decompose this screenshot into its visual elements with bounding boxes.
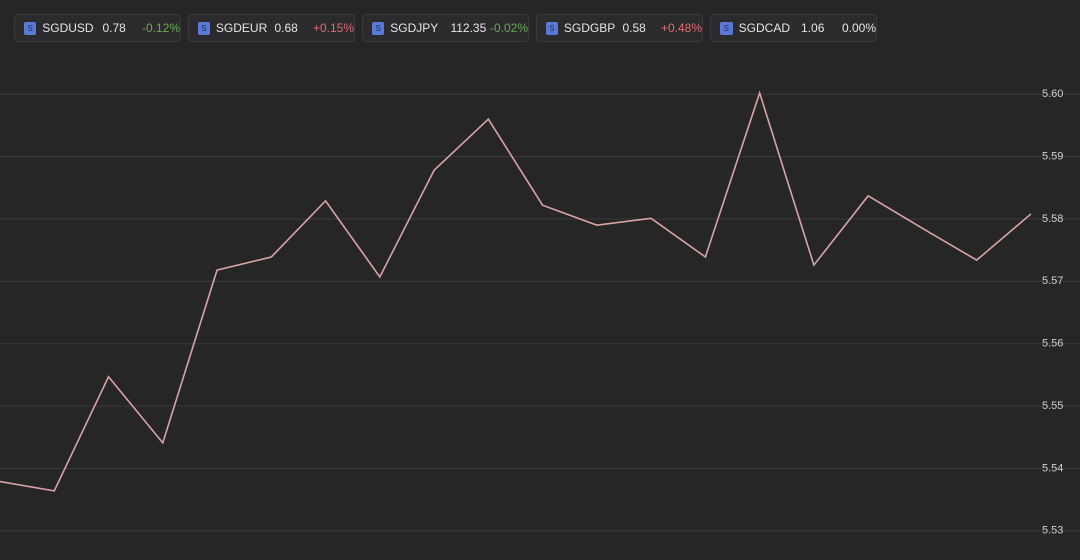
ticker-change: 0.00% [841, 21, 877, 35]
ticker-price: 112.35 [450, 21, 487, 35]
ticker-symbol: SGDJPY [390, 21, 439, 35]
ticker-bar: S SGDUSD 0.78 -0.12% S SGDEUR 0.68 +0.15% S SGDJP… [14, 14, 877, 42]
ticker-icon: S [546, 21, 558, 35]
y-tick-label: 5.58 [1042, 213, 1063, 225]
ticker-price: 0.78 [102, 21, 126, 35]
ticker-symbol: SGDEUR [215, 21, 268, 35]
y-tick-label: 5.56 [1042, 338, 1063, 350]
y-tick-label: 5.54 [1042, 462, 1063, 474]
ticker-icon: S [24, 21, 37, 35]
ticker[interactable]: S SGDJPY 112.35 -0.02% [362, 14, 529, 42]
y-tick-label: 5.59 [1042, 150, 1063, 162]
ticker-symbol: SGDUSD [42, 21, 94, 35]
ticker-price: 0.68 [274, 21, 298, 35]
price-line [0, 90, 1032, 492]
ticker-change: +0.48% [660, 21, 702, 35]
ticker-symbol: SGDCAD [738, 21, 791, 35]
ticker-icon: S [720, 21, 733, 35]
ticker[interactable]: S SGDCAD 1.06 0.00% [710, 14, 877, 42]
ticker-change: -0.12% [141, 21, 180, 35]
ticker-change: +0.15% [312, 21, 354, 35]
y-tick-label: 5.60 [1042, 88, 1063, 100]
ticker-icon: S [198, 21, 210, 35]
y-tick-label: 5.57 [1042, 275, 1063, 287]
ticker-price: 1.06 [801, 21, 825, 35]
ticker-symbol: SGDGBP [563, 21, 616, 35]
ticker-icon: S [372, 21, 385, 35]
y-tick-label: 5.55 [1042, 400, 1063, 412]
ticker-price: 0.58 [622, 21, 646, 35]
ticker[interactable]: S SGDUSD 0.78 -0.12% [14, 14, 181, 42]
ticker[interactable]: S SGDEUR 0.68 +0.15% [188, 14, 355, 42]
ticker[interactable]: S SGDGBP 0.58 +0.48% [536, 14, 703, 42]
ticker-change: -0.02% [489, 21, 528, 35]
y-tick-label: 5.53 [1042, 525, 1063, 537]
